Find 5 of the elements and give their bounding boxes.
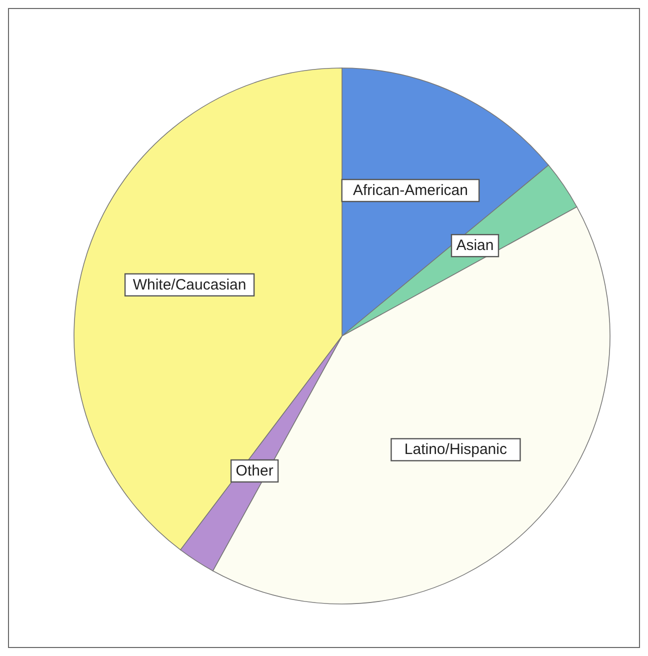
slice-label: Latino/Hispanic: [404, 441, 508, 458]
slice-label: Asian: [456, 237, 494, 254]
slice-label: White/Caucasian: [132, 276, 246, 294]
slice-label: African-American: [352, 182, 468, 200]
slice-label: Other: [236, 462, 274, 480]
